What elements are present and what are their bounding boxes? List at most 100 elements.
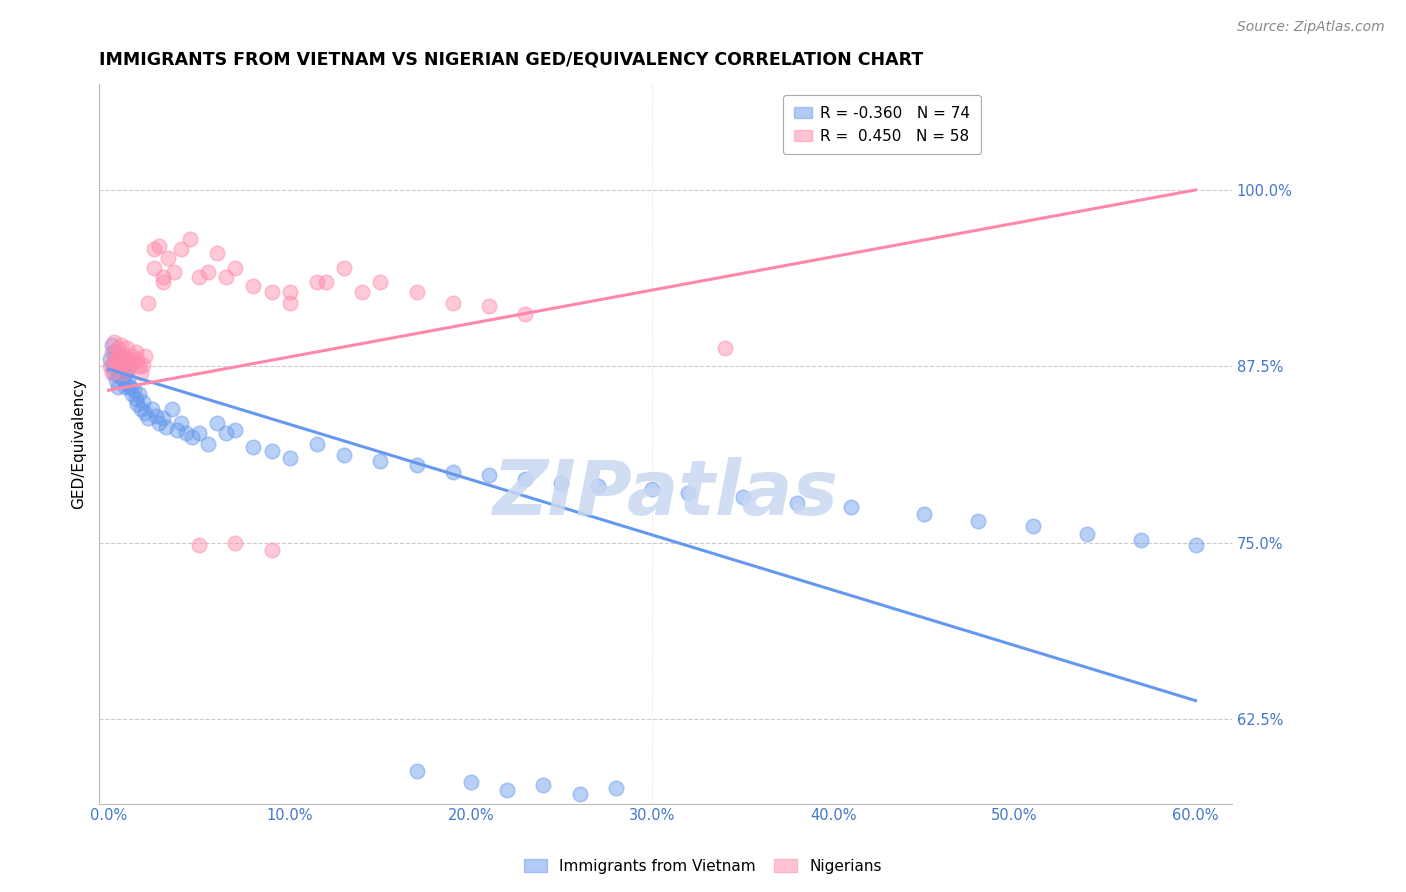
Point xyxy=(305,275,328,289)
Point xyxy=(278,285,301,299)
Point xyxy=(107,380,129,394)
Point xyxy=(841,500,863,515)
Point xyxy=(242,440,264,454)
Point xyxy=(110,338,132,352)
Point xyxy=(104,352,127,367)
Point xyxy=(163,265,186,279)
Point xyxy=(127,352,149,367)
Legend: R = -0.360   N = 74, R =  0.450   N = 58: R = -0.360 N = 74, R = 0.450 N = 58 xyxy=(783,95,981,154)
Point xyxy=(1021,518,1043,533)
Point xyxy=(108,369,131,384)
Point xyxy=(333,448,356,462)
Point xyxy=(224,260,246,275)
Point xyxy=(138,295,160,310)
Point xyxy=(215,270,238,285)
Point xyxy=(117,352,139,367)
Point xyxy=(188,425,211,440)
Point xyxy=(352,285,374,299)
Point xyxy=(568,787,591,801)
Point xyxy=(531,778,554,792)
Point xyxy=(124,392,146,406)
Text: ZIPatlas: ZIPatlas xyxy=(492,458,838,532)
Point xyxy=(128,359,150,374)
Point xyxy=(108,350,131,364)
Point xyxy=(368,275,391,289)
Point xyxy=(260,542,283,557)
Point xyxy=(145,409,167,423)
Point xyxy=(188,538,211,552)
Point xyxy=(368,454,391,468)
Point xyxy=(107,359,129,374)
Point xyxy=(121,387,143,401)
Point xyxy=(215,425,238,440)
Point xyxy=(205,246,228,260)
Text: Source: ZipAtlas.com: Source: ZipAtlas.com xyxy=(1237,20,1385,34)
Point xyxy=(315,275,337,289)
Point xyxy=(122,355,145,369)
Point xyxy=(114,355,136,369)
Point xyxy=(114,367,136,381)
Point xyxy=(148,239,170,253)
Point xyxy=(111,358,134,372)
Point xyxy=(103,355,125,369)
Point xyxy=(117,373,139,387)
Point xyxy=(129,367,152,381)
Point xyxy=(967,515,990,529)
Point xyxy=(141,401,163,416)
Point xyxy=(731,491,754,505)
Point xyxy=(160,401,183,416)
Point xyxy=(1184,538,1206,552)
Point xyxy=(111,367,134,381)
Point xyxy=(115,377,138,392)
Point xyxy=(155,420,177,434)
Point xyxy=(641,482,664,496)
Text: IMMIGRANTS FROM VIETNAM VS NIGERIAN GED/EQUIVALENCY CORRELATION CHART: IMMIGRANTS FROM VIETNAM VS NIGERIAN GED/… xyxy=(100,51,924,69)
Point xyxy=(405,764,427,779)
Point xyxy=(129,401,152,416)
Point xyxy=(152,270,174,285)
Point xyxy=(305,437,328,451)
Point xyxy=(242,278,264,293)
Point xyxy=(120,359,142,374)
Point xyxy=(110,363,132,377)
Point xyxy=(405,458,427,472)
Point xyxy=(115,341,138,355)
Point xyxy=(108,355,131,369)
Point xyxy=(224,423,246,437)
Point xyxy=(134,406,156,420)
Point xyxy=(148,416,170,430)
Point xyxy=(515,307,537,321)
Legend: Immigrants from Vietnam, Nigerians: Immigrants from Vietnam, Nigerians xyxy=(517,853,889,880)
Point xyxy=(107,359,129,374)
Point xyxy=(460,775,482,789)
Point xyxy=(197,437,219,451)
Point xyxy=(496,782,519,797)
Point xyxy=(152,411,174,425)
Point xyxy=(586,479,609,493)
Point xyxy=(1076,527,1098,541)
Point xyxy=(103,345,125,359)
Point xyxy=(188,270,211,285)
Point xyxy=(122,384,145,398)
Point xyxy=(107,341,129,355)
Point xyxy=(115,363,138,377)
Point xyxy=(786,496,808,510)
Point xyxy=(180,430,202,444)
Point xyxy=(103,335,125,350)
Point xyxy=(101,359,124,374)
Point xyxy=(115,359,138,374)
Point xyxy=(98,352,121,367)
Point xyxy=(441,295,464,310)
Point xyxy=(120,380,142,394)
Point xyxy=(166,423,188,437)
Point xyxy=(110,350,132,364)
Point xyxy=(110,358,132,372)
Point xyxy=(132,358,155,372)
Point xyxy=(278,295,301,310)
Point xyxy=(197,265,219,279)
Point xyxy=(441,465,464,479)
Point xyxy=(170,416,193,430)
Point xyxy=(132,394,155,409)
Point xyxy=(101,367,124,381)
Point xyxy=(142,260,165,275)
